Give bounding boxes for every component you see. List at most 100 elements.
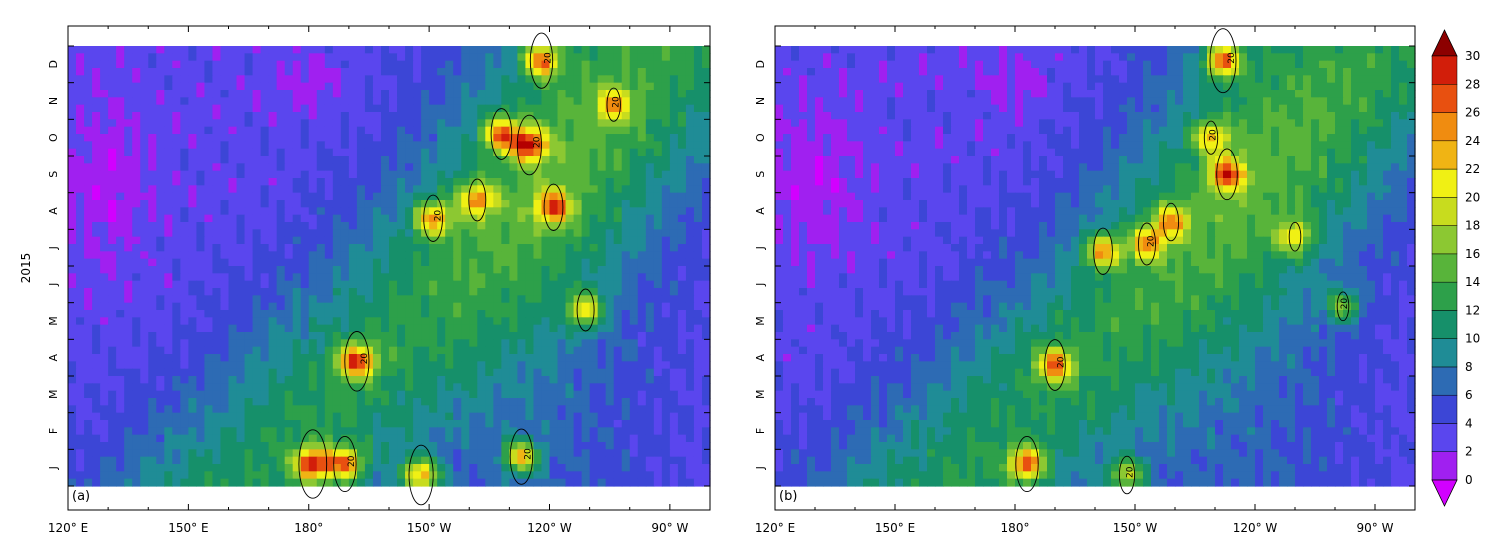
heatmap-cell (557, 200, 567, 208)
heatmap-cell (124, 244, 133, 252)
heatmap-cell (372, 236, 382, 245)
heatmap-cell (429, 412, 438, 421)
heatmap-cell (76, 368, 85, 377)
heatmap-cell (533, 478, 543, 487)
heatmap-cell (509, 134, 519, 142)
heatmap-cell (661, 134, 671, 142)
heatmap-cell (605, 361, 615, 370)
heatmap-cell (196, 200, 206, 208)
heatmap-cell (116, 134, 125, 142)
heatmap-cell (116, 119, 125, 128)
heatmap-cell (292, 354, 302, 362)
heatmap-cell (236, 112, 246, 120)
heatmap-cell (621, 97, 631, 106)
heatmap-cell (124, 82, 133, 91)
heatmap-cell (188, 324, 198, 333)
heatmap-cell (855, 53, 864, 62)
heatmap-cell (332, 236, 342, 245)
heatmap-cell (677, 464, 687, 472)
heatmap-cell (581, 324, 591, 333)
heatmap-cell (140, 456, 149, 465)
heatmap-cell (228, 361, 238, 370)
heatmap-cell (132, 361, 141, 370)
heatmap-cell (621, 148, 631, 157)
heatmap-cell (212, 339, 222, 348)
heatmap-cell (389, 104, 398, 113)
heatmap-cell (437, 310, 446, 318)
heatmap-cell (517, 53, 527, 62)
heatmap-cell (316, 383, 326, 392)
heatmap-cell (589, 434, 599, 443)
heatmap-cell (421, 354, 430, 362)
heatmap-cell (1143, 46, 1152, 54)
contour-line (490, 108, 513, 160)
heatmap-cell (429, 405, 438, 414)
heatmap-cell (477, 90, 486, 98)
heatmap-cell (268, 464, 278, 472)
heatmap-cell (525, 134, 535, 142)
heatmap-cell (220, 420, 230, 428)
heatmap-cell (469, 368, 478, 377)
heatmap-cell (485, 273, 494, 282)
heatmap-cell (429, 192, 438, 201)
heatmap-cell (76, 427, 85, 436)
heatmap-cell (653, 324, 663, 333)
heatmap-cell (308, 464, 318, 472)
heatmap-cell (469, 104, 478, 113)
heatmap-cell (340, 214, 350, 223)
heatmap-cell (244, 119, 254, 128)
heatmap-cell (172, 229, 181, 238)
heatmap-cell (364, 141, 374, 150)
heatmap-cell (421, 53, 430, 62)
heatmap-cell (477, 332, 486, 340)
heatmap-cell (356, 339, 366, 348)
heatmap-cell (421, 420, 430, 428)
heatmap-cell (597, 390, 607, 399)
heatmap-cell (669, 68, 679, 76)
heatmap-cell (597, 420, 607, 428)
heatmap-cell (485, 68, 494, 76)
heatmap-cell (300, 119, 310, 128)
heatmap-cell (477, 60, 486, 69)
heatmap-cell (493, 390, 502, 399)
heatmap-cell (1071, 46, 1080, 54)
heatmap-cell (284, 354, 294, 362)
heatmap-cell (501, 60, 510, 69)
heatmap-cell (445, 383, 454, 392)
heatmap-cell (372, 90, 382, 98)
heatmap-cell (132, 46, 141, 54)
heatmap-cell (629, 112, 639, 120)
heatmap-cell (661, 170, 671, 179)
heatmap-cell (701, 405, 711, 414)
heatmap-cell (501, 251, 510, 260)
heatmap-cell (669, 302, 679, 311)
heatmap-cell (204, 420, 214, 428)
heatmap-cell (196, 449, 206, 458)
heatmap-cell (228, 317, 238, 326)
heatmap-cell (629, 53, 639, 62)
heatmap-cell (116, 368, 125, 377)
heatmap-cell (380, 471, 390, 480)
heatmap-cell (461, 170, 470, 179)
heatmap-cell (453, 339, 462, 348)
heatmap-cell (212, 302, 222, 311)
heatmap-cell (188, 266, 198, 274)
heatmap-cell (557, 456, 567, 465)
heatmap-cell (629, 383, 639, 392)
heatmap-cell (701, 68, 711, 76)
heatmap-cell (364, 119, 374, 128)
heatmap-cell (116, 361, 125, 370)
x-tick-label: 150° E (168, 521, 208, 535)
heatmap-cell (389, 148, 398, 157)
heatmap-cell (573, 134, 583, 142)
heatmap-cell (316, 464, 326, 472)
heatmap-cell (332, 288, 342, 296)
heatmap-cell (661, 310, 671, 318)
heatmap-cell (92, 207, 101, 216)
heatmap-cell (148, 442, 157, 450)
heatmap-cell (316, 280, 326, 289)
x-tick-label: 180° (294, 521, 323, 535)
heatmap-cell (204, 170, 214, 179)
heatmap-cell (316, 104, 326, 113)
heatmap-cell (589, 456, 599, 465)
